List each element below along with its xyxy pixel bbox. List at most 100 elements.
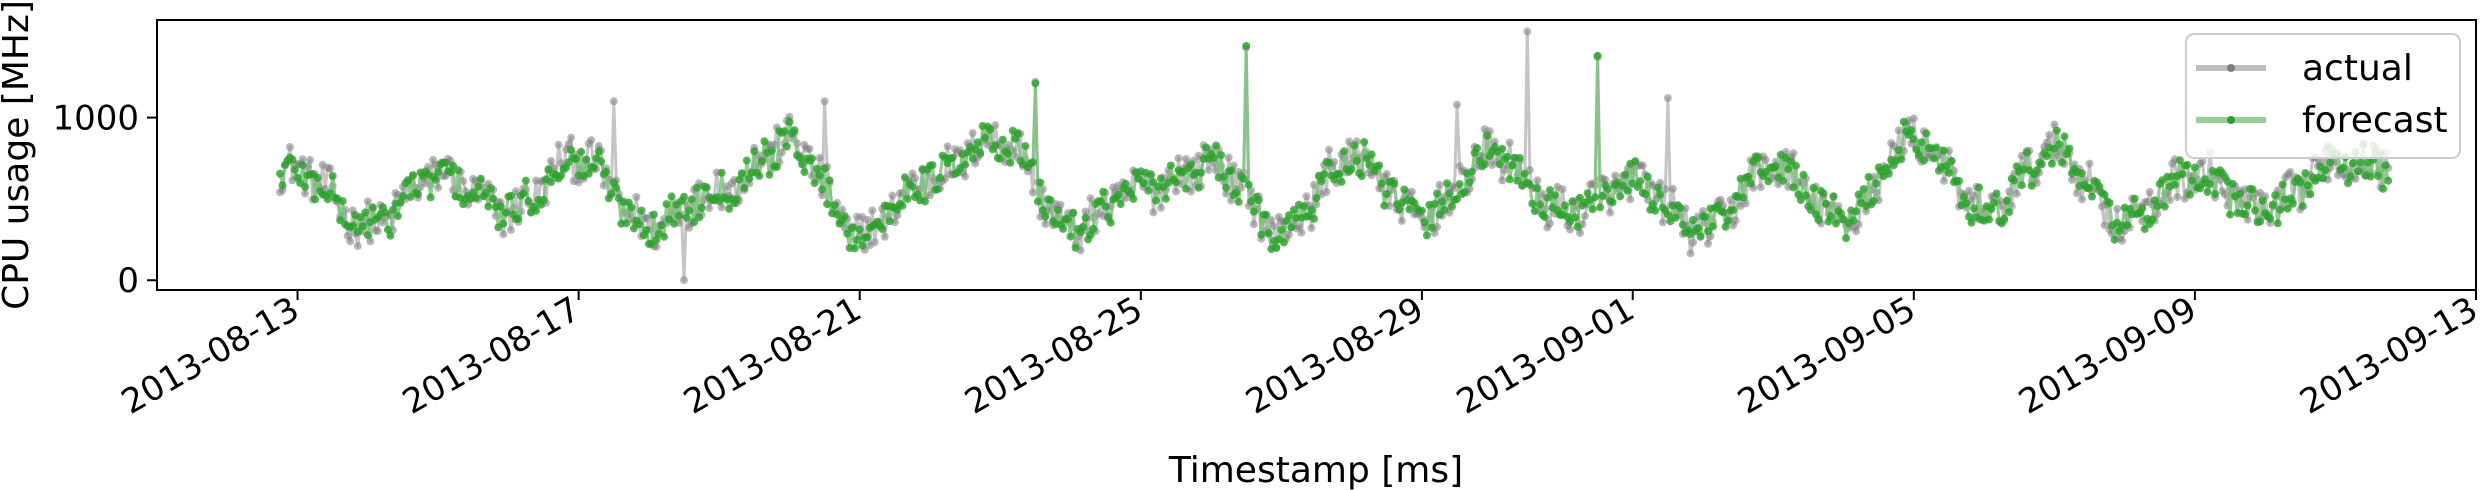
data-point-forecast — [818, 185, 827, 194]
data-point-forecast — [1079, 223, 1088, 232]
data-point-forecast — [1277, 225, 1286, 234]
data-point-forecast — [808, 154, 816, 163]
data-point-forecast — [2175, 156, 2184, 165]
x-tick-label: 2013-08-13 — [115, 289, 306, 422]
data-point-forecast — [1694, 224, 1702, 233]
data-point-forecast — [1576, 193, 1584, 202]
data-point-actual — [1435, 180, 1444, 189]
data-point-forecast — [1483, 131, 1492, 140]
y-tick-label: 1000 — [52, 99, 139, 139]
data-point-actual — [777, 148, 786, 157]
data-point-forecast — [1744, 172, 1753, 181]
data-point-forecast — [1618, 181, 1627, 190]
data-point-forecast — [1498, 144, 1507, 153]
data-point-forecast — [760, 137, 769, 146]
data-point-forecast — [2178, 170, 2187, 179]
data-point-actual — [910, 174, 919, 183]
data-point-forecast — [2243, 201, 2252, 210]
data-point-actual — [1523, 27, 1532, 36]
data-point-actual — [1041, 220, 1050, 228]
data-point-forecast — [1460, 188, 1469, 196]
data-point-forecast — [1598, 191, 1607, 200]
data-point-forecast — [278, 181, 287, 190]
data-point-forecast — [486, 184, 495, 193]
data-point-forecast — [2318, 174, 2327, 183]
data-point-forecast — [298, 161, 307, 169]
data-point-forecast — [800, 168, 809, 176]
data-point-forecast — [348, 221, 357, 230]
data-point-forecast — [1121, 180, 1130, 188]
data-point-forecast — [1443, 179, 1451, 188]
data-point-forecast — [1099, 187, 1108, 196]
data-point-forecast — [2123, 221, 2132, 230]
data-point-forecast — [2288, 199, 2297, 208]
data-point-actual — [926, 191, 934, 200]
data-point-forecast — [1701, 212, 1710, 221]
data-point-forecast — [1380, 201, 1389, 210]
data-point-forecast — [1031, 79, 1040, 88]
data-point-actual — [2113, 204, 2122, 213]
data-point-actual — [1704, 239, 1712, 248]
data-point-forecast — [474, 182, 483, 191]
data-point-forecast — [1254, 196, 1263, 204]
data-point-forecast — [921, 197, 929, 206]
data-point-actual — [1284, 230, 1293, 239]
data-point-forecast — [1801, 191, 1810, 200]
data-point-forecast — [476, 174, 485, 183]
data-point-actual — [2045, 131, 2054, 139]
data-point-forecast — [1337, 177, 1346, 186]
data-point-forecast — [2226, 210, 2234, 219]
data-point-forecast — [1352, 157, 1361, 165]
data-point-forecast — [1417, 206, 1426, 215]
data-point-actual — [1172, 187, 1180, 196]
data-point-actual — [961, 172, 970, 181]
data-point-forecast — [1465, 178, 1474, 187]
x-tick-label: 2013-09-09 — [2012, 289, 2203, 422]
data-point-actual — [2118, 236, 2127, 245]
data-point-forecast — [313, 173, 322, 182]
data-point-forecast — [1347, 165, 1356, 174]
data-point-forecast — [840, 212, 849, 221]
data-point-forecast — [1970, 204, 1979, 213]
data-point-forecast — [737, 169, 746, 178]
data-point-forecast — [2188, 176, 2197, 185]
data-point-actual — [880, 232, 889, 241]
data-point-forecast — [1724, 216, 1733, 225]
data-point-forecast — [496, 202, 505, 211]
data-point-forecast — [594, 147, 603, 156]
data-point-forecast — [2095, 182, 2104, 191]
data-point-forecast — [790, 126, 799, 135]
data-point-forecast — [2273, 219, 2282, 228]
data-point-forecast — [2206, 180, 2214, 189]
data-point-forecast — [702, 183, 711, 192]
data-point-forecast — [2298, 202, 2307, 211]
data-point-actual — [459, 177, 468, 186]
data-point-forecast — [1909, 135, 1918, 144]
data-point-actual — [1939, 176, 1948, 185]
data-point-forecast — [1116, 200, 1125, 209]
data-point-actual — [1756, 183, 1765, 192]
data-point-forecast — [481, 189, 490, 198]
data-point-forecast — [1917, 138, 1926, 147]
data-point-actual — [1222, 189, 1231, 198]
data-point-forecast — [1468, 167, 1477, 176]
data-point-forecast — [1709, 222, 1717, 231]
y-axis: 0 1000 — [52, 99, 157, 301]
data-point-actual — [326, 164, 335, 173]
data-point-forecast — [607, 190, 616, 199]
data-point-forecast — [539, 195, 548, 204]
data-point-forecast — [627, 203, 636, 212]
data-point-forecast — [1990, 198, 1999, 207]
data-point-forecast — [2105, 199, 2114, 207]
data-point-forecast — [597, 157, 606, 166]
data-point-forecast — [1975, 183, 1984, 192]
data-point-forecast — [830, 201, 839, 210]
data-point-forecast — [961, 160, 970, 169]
data-point-forecast — [323, 195, 332, 204]
data-point-forecast — [2065, 144, 2074, 153]
data-point-forecast — [1779, 176, 1788, 185]
data-point-forecast — [1234, 197, 1243, 206]
data-point-forecast — [833, 210, 842, 219]
data-point-actual — [805, 144, 814, 153]
data-point-forecast — [981, 133, 990, 142]
